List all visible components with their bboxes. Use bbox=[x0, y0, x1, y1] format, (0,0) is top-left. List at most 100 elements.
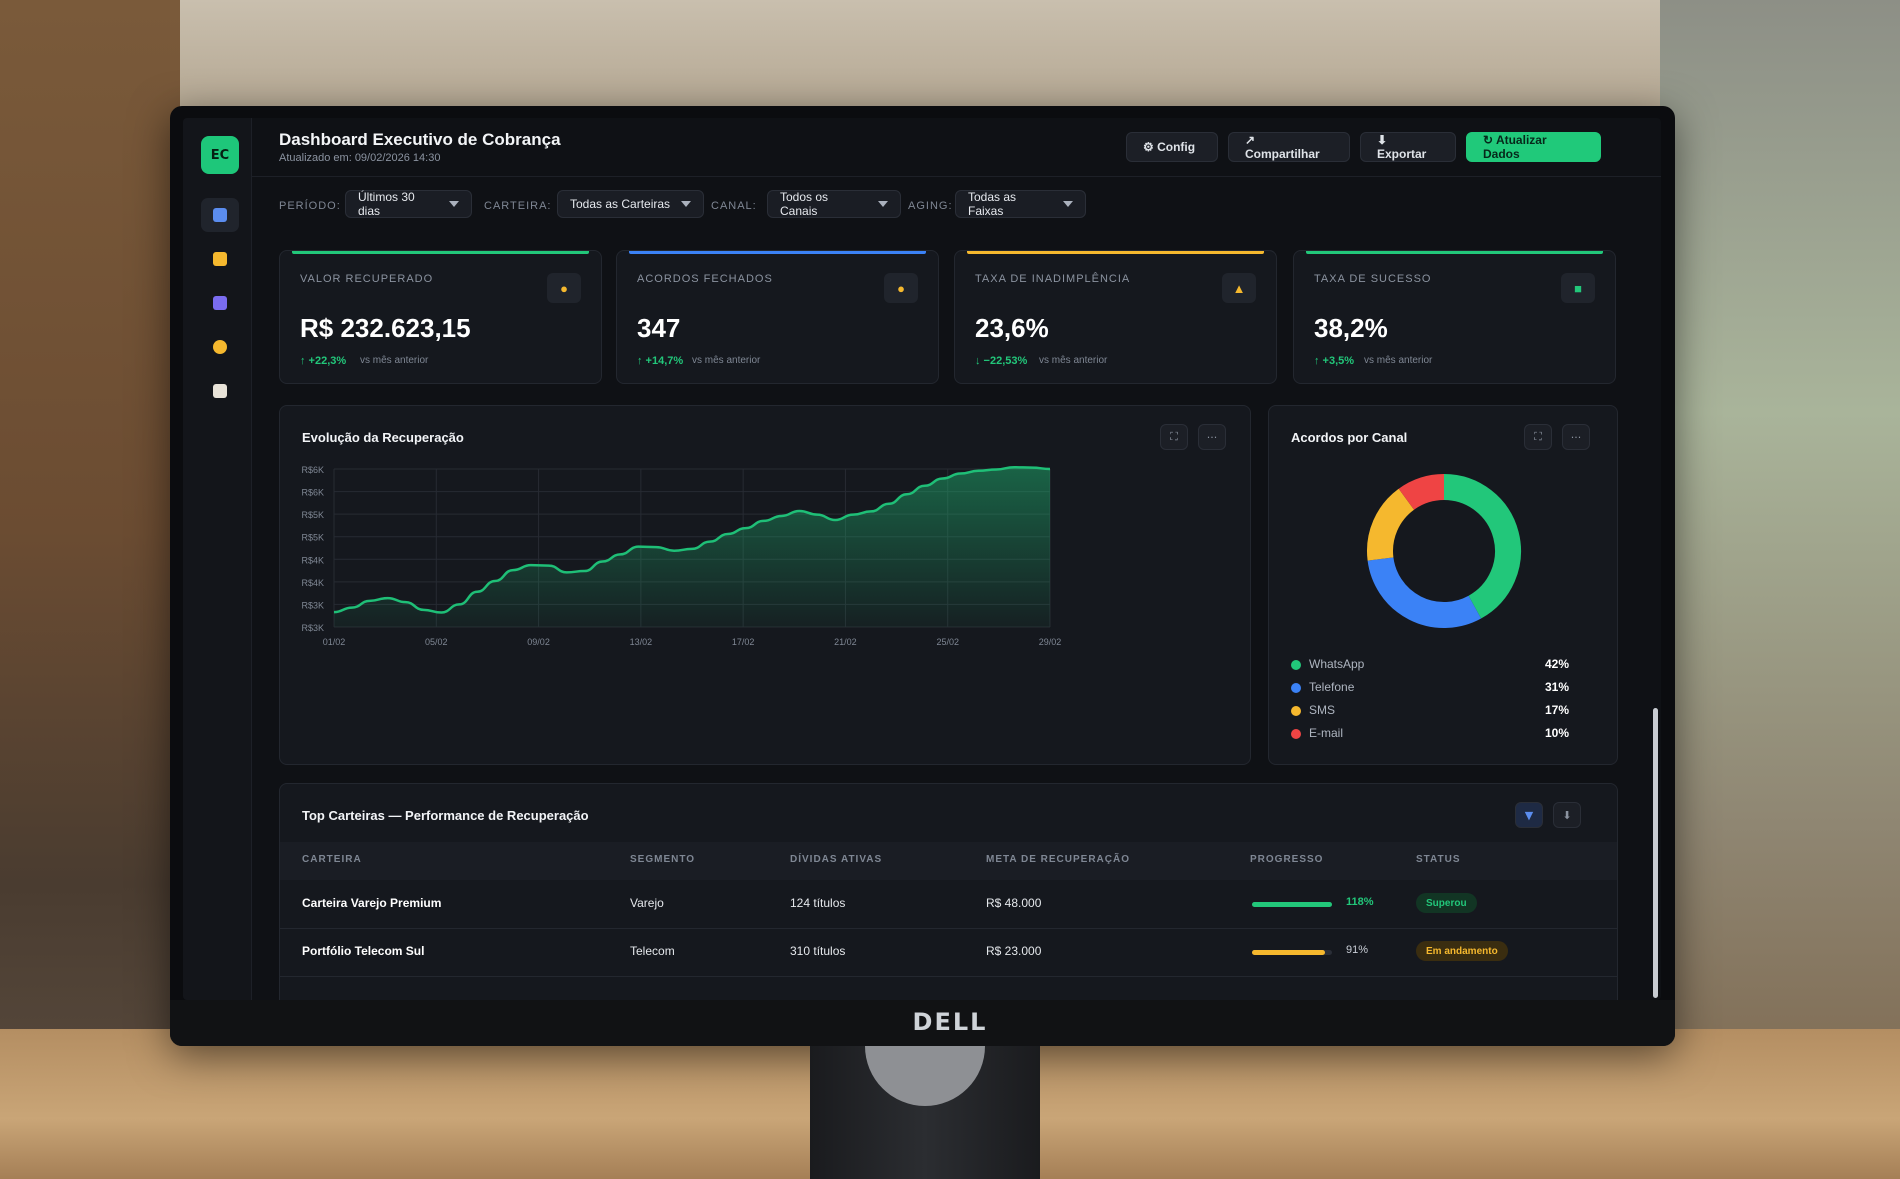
period-select[interactable]: Últimos 30 dias bbox=[345, 190, 472, 218]
table-row[interactable]: Portfólio Telecom Sul Telecom 310 título… bbox=[280, 928, 1617, 977]
segment: Telecom bbox=[630, 944, 675, 958]
channel-value: Todos os Canais bbox=[780, 190, 829, 218]
table-title: Top Carteiras — Performance de Recuperaç… bbox=[302, 808, 589, 823]
progress-percent: 91% bbox=[1346, 944, 1369, 956]
legend-label: Telefone bbox=[1309, 680, 1355, 694]
kpi-delta: ↑ +3,5% bbox=[1314, 355, 1355, 367]
kpi-label: TAXA DE INADIMPLÊNCIA bbox=[975, 273, 1131, 285]
channel-select[interactable]: Todos os Canais bbox=[767, 190, 901, 218]
kpi-label: VALOR RECUPERADO bbox=[300, 273, 434, 285]
segment: Varejo bbox=[630, 896, 664, 910]
chart-title: Acordos por Canal bbox=[1291, 430, 1408, 445]
folder-icon bbox=[213, 252, 227, 266]
legend-item: E-mail 10% bbox=[1291, 724, 1591, 744]
legend-value: 31% bbox=[1544, 680, 1569, 694]
sidebar-item-dashboard[interactable] bbox=[201, 198, 239, 232]
series-line bbox=[333, 465, 1051, 614]
legend-label: E-mail bbox=[1309, 726, 1344, 740]
legend-swatch bbox=[1291, 683, 1301, 693]
aging-select[interactable]: Todas as Faixas bbox=[955, 190, 1086, 218]
y-tick-label: R$3K bbox=[301, 600, 324, 610]
chevron-down-icon bbox=[1063, 201, 1073, 207]
warning-icon: ▲ bbox=[1222, 273, 1256, 303]
column-header[interactable]: DÍVIDAS ATIVAS bbox=[790, 854, 883, 865]
legend-label: WhatsApp bbox=[1309, 657, 1365, 671]
sidebar-item-devedores[interactable] bbox=[201, 286, 239, 320]
table-row[interactable]: Carteira Varejo Premium Varejo 124 títul… bbox=[280, 880, 1617, 929]
y-tick-label: R$5K bbox=[301, 533, 324, 543]
sidebar-item-relatorios[interactable] bbox=[201, 374, 239, 408]
expand-icon[interactable]: ⛶ bbox=[1160, 424, 1188, 450]
recovery-evolution-panel: Evolução da Recuperação ⛶ ··· R$6K R$6K R$… bbox=[279, 405, 1251, 765]
refresh-data-button[interactable]: ↻ Atualizar Dados bbox=[1466, 132, 1601, 162]
office-background-top bbox=[180, 0, 1660, 110]
column-header[interactable]: SEGMENTO bbox=[630, 854, 696, 865]
x-tick-label: 05/02 bbox=[425, 637, 448, 647]
agreements-by-channel-panel: Acordos por Canal ⛶ ··· WhatsApp 42% Tel… bbox=[1268, 405, 1618, 765]
y-tick-label: R$4K bbox=[301, 578, 324, 588]
sidebar-item-acordos[interactable] bbox=[201, 330, 239, 364]
filter-icon[interactable]: ▼ bbox=[1515, 802, 1543, 828]
legend-value: 17% bbox=[1544, 703, 1569, 717]
kpi-value: 38,2% bbox=[1314, 313, 1388, 343]
monitor-chin bbox=[170, 1000, 1675, 1046]
kpi-delta: ↑ +22,3% bbox=[300, 355, 347, 367]
progress-bar bbox=[1252, 902, 1332, 907]
progress-fill bbox=[1252, 950, 1325, 955]
active-debts: 310 títulos bbox=[790, 944, 846, 958]
download-icon[interactable]: ⬇ bbox=[1553, 802, 1581, 828]
portfolio-select[interactable]: Todas as Carteiras bbox=[557, 190, 704, 218]
legend-swatch bbox=[1291, 729, 1301, 739]
check-icon: ■ bbox=[1561, 273, 1595, 303]
y-tick-label: R$6K bbox=[301, 488, 324, 498]
legend-swatch bbox=[1291, 706, 1301, 716]
kpi-comparison: vs mês anterior bbox=[1364, 355, 1433, 366]
export-button[interactable]: ⬇ Exportar bbox=[1360, 132, 1456, 162]
more-options-icon[interactable]: ··· bbox=[1562, 424, 1590, 450]
recovery-line-chart: R$6K R$6K R$5K R$5K R$4K R$4K R$3K R$3K 01/02 05/… bbox=[301, 465, 1062, 647]
report-icon bbox=[213, 384, 227, 398]
kpi-card-valor-recuperado: VALOR RECUPERADO ● R$ 232.623,15 ↑ +22,3… bbox=[279, 250, 602, 384]
portfolio-value: Todas as Carteiras bbox=[570, 197, 671, 211]
chevron-down-icon bbox=[878, 201, 888, 207]
kpi-accent-line bbox=[292, 251, 589, 254]
portfolio-name: Portfólio Telecom Sul bbox=[302, 944, 425, 958]
active-debts: 124 títulos bbox=[790, 896, 846, 910]
sidebar-item-carteiras[interactable] bbox=[201, 242, 239, 276]
chevron-down-icon bbox=[681, 201, 691, 207]
more-options-icon[interactable]: ··· bbox=[1198, 424, 1226, 450]
share-button[interactable]: ↗ Compartilhar bbox=[1228, 132, 1350, 162]
x-tick-label: 25/02 bbox=[936, 637, 959, 647]
sidebar: EC bbox=[183, 118, 252, 1000]
filter-bar: PERÍODO: Últimos 30 dias CARTEIRA: Todas… bbox=[251, 176, 1661, 232]
column-header[interactable]: PROGRESSO bbox=[1250, 854, 1324, 865]
expand-icon[interactable]: ⛶ bbox=[1524, 424, 1552, 450]
area-fill bbox=[334, 467, 1050, 627]
config-button[interactable]: ⚙ Config bbox=[1126, 132, 1218, 162]
kpi-value: 347 bbox=[637, 313, 681, 343]
handshake-icon bbox=[213, 340, 227, 354]
column-header[interactable]: STATUS bbox=[1416, 854, 1461, 865]
donut-slice bbox=[1398, 474, 1445, 511]
donut-slice bbox=[1367, 556, 1482, 628]
recovery-target: R$ 48.000 bbox=[986, 896, 1042, 910]
column-header[interactable]: CARTEIRA bbox=[302, 854, 362, 865]
x-tick-label: 29/02 bbox=[1039, 637, 1062, 647]
kpi-value: 23,6% bbox=[975, 313, 1049, 343]
bar-chart-icon bbox=[213, 208, 227, 222]
page-scrollbar[interactable] bbox=[1653, 708, 1658, 998]
header: Dashboard Executivo de Cobrança Atualiza… bbox=[251, 118, 1661, 177]
legend-item: Telefone 31% bbox=[1291, 678, 1591, 698]
portfolio-name: Carteira Varejo Premium bbox=[302, 896, 442, 910]
aging-value: Todas as Faixas bbox=[968, 190, 1017, 218]
y-tick-label: R$3K bbox=[301, 623, 324, 633]
app-logo[interactable]: EC bbox=[201, 136, 239, 174]
table-header bbox=[280, 842, 1617, 880]
kpi-comparison: vs mês anterior bbox=[360, 355, 429, 366]
progress-percent: 118% bbox=[1346, 896, 1374, 908]
recovery-target: R$ 23.000 bbox=[986, 944, 1042, 958]
kpi-value: R$ 232.623,15 bbox=[300, 313, 471, 343]
monitor-brand-logo: DELL bbox=[912, 1008, 988, 1036]
column-header[interactable]: META DE RECUPERAÇÃO bbox=[986, 854, 1131, 865]
kpi-card-taxa-inadimplencia: TAXA DE INADIMPLÊNCIA ▲ 23,6% ↓ −22,53% … bbox=[954, 250, 1277, 384]
